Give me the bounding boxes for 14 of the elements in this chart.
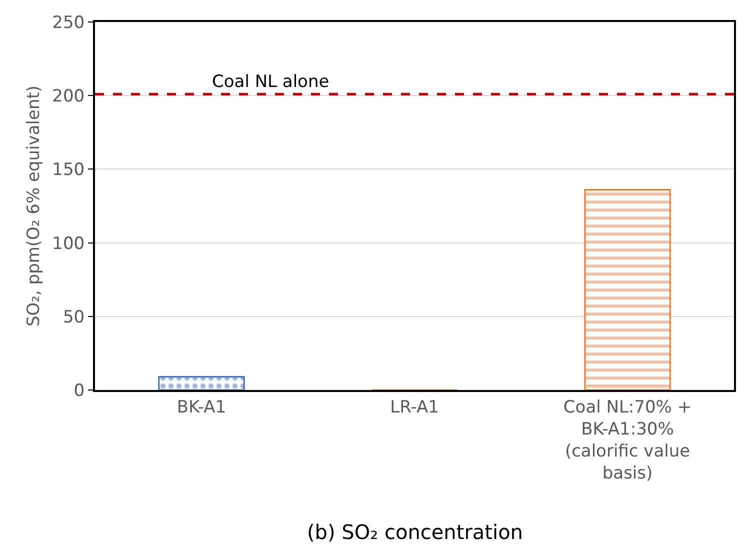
y-tick-label: 150 xyxy=(52,160,85,180)
y-tick-label: 200 xyxy=(52,86,85,107)
y-axis-title: SO₂, ppm(O₂ 6% equivalent) xyxy=(24,85,44,327)
x-tick-label: BK-A1 xyxy=(176,397,226,418)
y-tick-label: 100 xyxy=(52,234,85,254)
bar xyxy=(584,189,671,390)
text: (b) SO₂ concentration xyxy=(307,520,523,544)
y-tick-label: 0 xyxy=(74,380,85,401)
y-tick-label: 50 xyxy=(62,307,85,328)
x-tick-label: Coal NL:70% + BK-A1:30% (calorific value basis) xyxy=(563,397,692,484)
y-tick-label: 250 xyxy=(52,12,85,33)
x-tick-label: LR-A1 xyxy=(390,397,439,418)
ref-line-label: Coal NL alone xyxy=(212,72,330,92)
bar xyxy=(158,376,245,390)
